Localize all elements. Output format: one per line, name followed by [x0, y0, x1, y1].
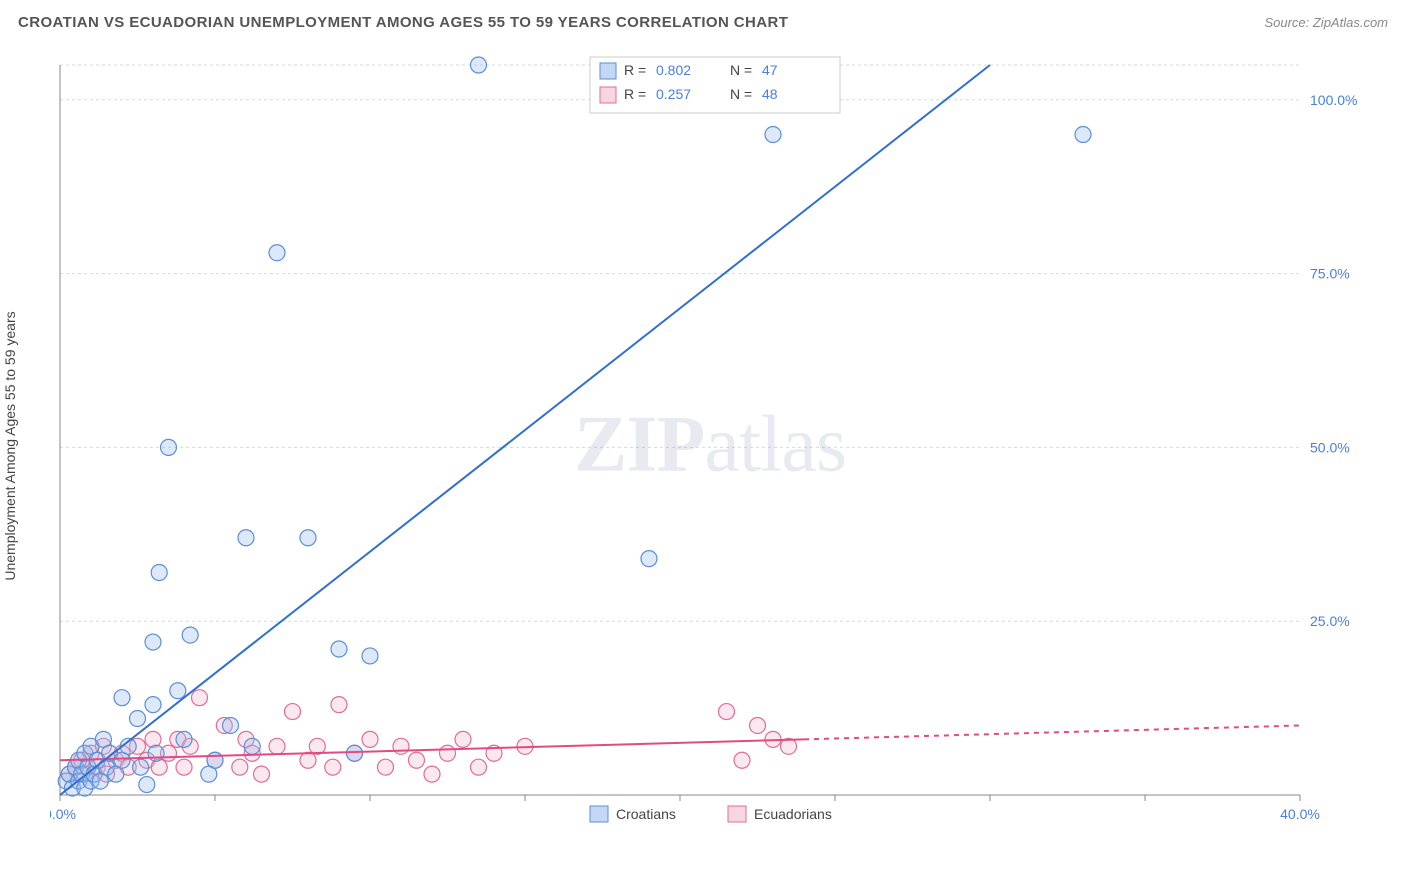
svg-text:25.0%: 25.0% — [1310, 613, 1350, 629]
chart-title: CROATIAN VS ECUADORIAN UNEMPLOYMENT AMON… — [18, 14, 788, 31]
svg-text:75.0%: 75.0% — [1310, 266, 1350, 282]
source-attribution: Source: ZipAtlas.com — [1264, 15, 1388, 30]
chart-canvas: 25.0% 50.0% 75.0% 100.0% 0.0% 40.0% R = 0.802 N … — [50, 55, 1370, 835]
y-axis-label: Unemployment Among Ages 55 to 59 years — [2, 311, 18, 580]
svg-text:100.0%: 100.0% — [1310, 92, 1357, 108]
svg-text:0.0%: 0.0% — [50, 806, 76, 822]
scatter-plot: 25.0% 50.0% 75.0% 100.0% 0.0% 40.0% R = 0.802 N … — [50, 55, 1370, 835]
svg-text:R =: R = — [624, 86, 646, 102]
svg-text:48: 48 — [762, 86, 778, 102]
svg-text:47: 47 — [762, 62, 778, 78]
svg-text:R =: R = — [624, 62, 646, 78]
svg-text:Ecuadorians: Ecuadorians — [754, 806, 832, 822]
svg-text:0.257: 0.257 — [656, 86, 691, 102]
svg-text:50.0%: 50.0% — [1310, 439, 1350, 455]
svg-text:N =: N = — [730, 62, 752, 78]
header-bar: CROATIAN VS ECUADORIAN UNEMPLOYMENT AMON… — [0, 0, 1406, 44]
svg-text:N =: N = — [730, 86, 752, 102]
svg-text:40.0%: 40.0% — [1280, 806, 1320, 822]
svg-text:Croatians: Croatians — [616, 806, 676, 822]
svg-text:0.802: 0.802 — [656, 62, 691, 78]
